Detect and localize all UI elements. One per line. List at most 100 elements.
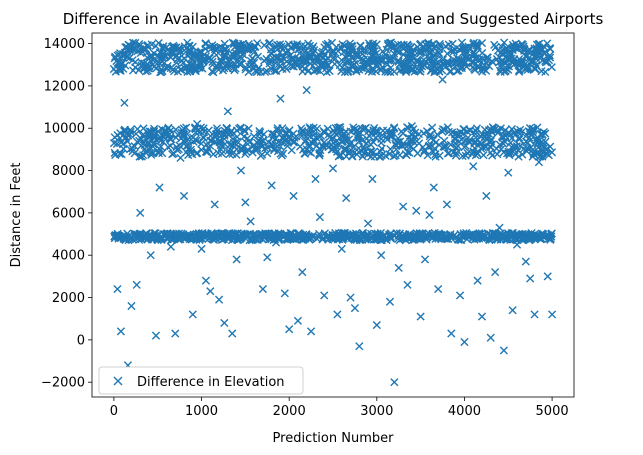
data-point	[438, 125, 448, 134]
data-point	[159, 42, 168, 51]
data-point	[168, 231, 178, 240]
data-point	[306, 124, 315, 134]
data-point	[232, 51, 241, 60]
data-point	[515, 67, 524, 76]
data-point	[547, 310, 557, 319]
data-point	[395, 66, 404, 75]
data-point	[216, 140, 225, 150]
data-point	[514, 152, 523, 161]
data-point	[408, 48, 418, 58]
data-point	[197, 244, 206, 253]
data-point	[319, 127, 328, 136]
data-point	[400, 140, 410, 150]
data-point	[258, 235, 267, 244]
data-point	[437, 230, 446, 240]
data-point	[428, 229, 438, 239]
data-point	[525, 53, 534, 62]
data-point	[493, 125, 502, 134]
data-point	[454, 235, 463, 244]
data-point	[167, 135, 176, 144]
data-point	[505, 54, 514, 63]
data-point	[521, 234, 531, 243]
data-point	[506, 138, 515, 147]
data-point	[258, 150, 267, 159]
data-point	[459, 129, 468, 138]
y-tick-label: 8000	[52, 164, 85, 179]
data-point	[114, 232, 123, 241]
data-point	[281, 235, 290, 244]
data-point	[538, 45, 547, 54]
data-point	[336, 151, 346, 160]
data-point	[389, 152, 398, 161]
data-point	[220, 131, 229, 140]
data-point	[452, 66, 462, 76]
data-point	[141, 63, 151, 72]
x-tick-label: 2000	[273, 404, 306, 419]
data-point	[196, 59, 205, 68]
data-point	[385, 39, 395, 48]
data-point	[430, 144, 439, 153]
data-point	[214, 148, 223, 158]
data-point	[491, 268, 500, 277]
data-point	[201, 234, 210, 243]
data-point	[300, 149, 309, 158]
data-point	[407, 122, 416, 131]
data-point	[317, 141, 327, 151]
data-point	[175, 141, 184, 150]
data-point	[131, 57, 140, 67]
data-point	[497, 132, 507, 141]
data-point	[228, 134, 238, 143]
data-point	[174, 235, 183, 244]
data-point	[446, 230, 455, 239]
data-point	[386, 232, 396, 242]
data-point	[209, 150, 218, 159]
data-point	[328, 164, 338, 173]
data-point	[429, 183, 438, 192]
data-point	[458, 44, 467, 53]
data-point	[148, 142, 158, 151]
data-point	[426, 134, 435, 143]
data-point	[466, 232, 475, 241]
data-point	[439, 142, 448, 151]
data-point	[206, 141, 215, 150]
data-point	[444, 40, 453, 49]
data-point	[403, 280, 412, 289]
data-point	[329, 234, 338, 243]
data-point	[284, 133, 293, 142]
data-band	[110, 228, 556, 245]
data-point	[478, 54, 487, 63]
data-point	[289, 129, 298, 138]
data-point	[118, 59, 127, 68]
data-point	[482, 191, 491, 201]
data-point	[132, 280, 141, 289]
data-point	[220, 318, 229, 328]
data-point	[186, 147, 196, 157]
data-point	[449, 148, 458, 157]
data-point	[536, 139, 545, 148]
data-point	[232, 255, 241, 264]
data-point	[531, 65, 540, 74]
data-point	[485, 62, 494, 71]
data-point	[472, 39, 481, 48]
data-series	[109, 64, 557, 387]
data-point	[469, 38, 478, 47]
data-point	[435, 39, 444, 49]
data-point	[481, 142, 491, 151]
data-point	[528, 124, 538, 134]
x-tick-label: 0	[110, 404, 118, 419]
data-point	[117, 150, 126, 159]
data-point	[541, 129, 550, 138]
data-point	[343, 48, 352, 57]
data-point	[486, 333, 495, 342]
data-point	[465, 126, 475, 135]
data-point	[390, 123, 399, 132]
data-point	[185, 50, 194, 59]
data-point	[235, 232, 244, 241]
data-point	[517, 128, 526, 137]
data-point	[450, 59, 459, 68]
data-point	[341, 57, 350, 67]
data-point	[442, 200, 452, 209]
data-point	[431, 152, 440, 161]
data-point	[258, 284, 267, 294]
data-point	[394, 263, 403, 273]
